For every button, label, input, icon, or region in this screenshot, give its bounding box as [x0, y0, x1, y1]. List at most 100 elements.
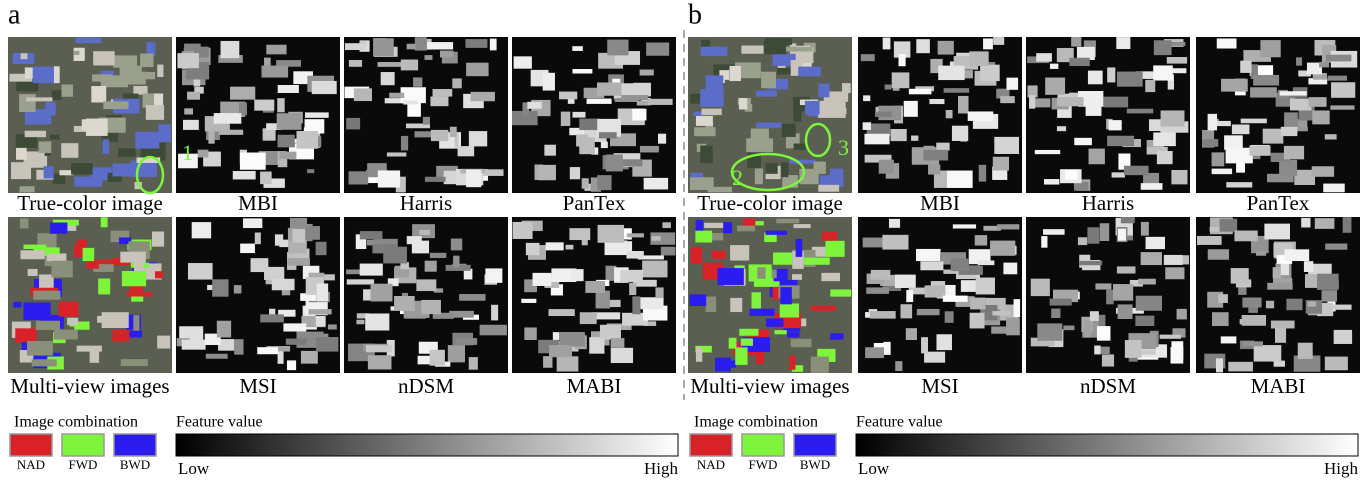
image-texture: [126, 292, 152, 296]
image-texture: [431, 130, 449, 141]
image-texture: [192, 222, 211, 238]
image-texture: [1116, 37, 1130, 49]
image-texture: [787, 332, 799, 337]
image-texture: [91, 86, 106, 102]
image-texture: [891, 129, 907, 141]
image-panel: [688, 217, 852, 373]
image-texture: [1242, 315, 1266, 326]
image-texture: [1254, 345, 1282, 361]
image-texture: [830, 289, 851, 296]
image-texture: [27, 341, 53, 356]
image-texture: [539, 165, 556, 180]
image-texture: [755, 168, 763, 184]
image-texture: [601, 142, 608, 149]
image-texture: [122, 271, 146, 286]
image-texture: [925, 285, 946, 297]
image-texture: [1118, 229, 1126, 241]
image-texture: [587, 99, 612, 104]
image-texture: [1069, 58, 1089, 66]
legend-swatch: [114, 434, 156, 456]
image-texture: [1301, 218, 1310, 228]
image-texture: [1118, 304, 1133, 319]
image-texture: [916, 249, 941, 261]
image-caption: PanTex: [563, 191, 626, 215]
image-texture: [301, 351, 318, 364]
image-texture: [712, 251, 726, 259]
image-texture: [946, 110, 953, 118]
image-texture: [632, 109, 646, 121]
image-texture: [1298, 343, 1313, 359]
image-texture: [774, 330, 786, 334]
image-texture: [1141, 183, 1163, 190]
image-texture: [427, 42, 453, 49]
image-texture: [1117, 72, 1143, 87]
image-texture: [90, 348, 99, 363]
image-texture: [889, 219, 900, 228]
image-texture: [533, 273, 552, 286]
image-texture: [609, 300, 620, 307]
image-texture: [1290, 98, 1311, 110]
image-texture: [1057, 97, 1084, 106]
image-texture: [739, 98, 747, 109]
image-texture: [1312, 166, 1334, 177]
image-texture: [1177, 309, 1187, 320]
image-texture: [345, 43, 366, 50]
image-texture: [278, 351, 284, 363]
image-texture: [371, 284, 393, 302]
image-panel: [858, 217, 1022, 373]
image-caption: Harris: [1082, 191, 1134, 215]
image-texture: [1232, 124, 1250, 134]
image-texture: [1138, 279, 1156, 285]
image-texture: [456, 338, 477, 345]
image-texture: [1242, 297, 1261, 307]
image-texture: [1167, 57, 1187, 64]
image-texture: [1220, 219, 1238, 232]
image-texture: [1113, 284, 1133, 301]
image-texture: [936, 143, 949, 151]
image-texture: [1280, 91, 1307, 95]
legend-swatch: [10, 434, 52, 456]
image-texture: [1322, 290, 1338, 301]
image-texture: [39, 141, 52, 153]
image-texture: [1041, 236, 1047, 248]
image-texture: [879, 160, 894, 174]
image-texture: [158, 124, 171, 142]
image-texture: [316, 316, 326, 326]
image-texture: [1079, 261, 1102, 265]
image-texture: [1328, 76, 1347, 81]
image-texture: [120, 66, 142, 83]
image-texture: [356, 320, 364, 325]
image-texture: [1141, 252, 1162, 265]
gradient-high: High: [644, 459, 679, 478]
image-texture: [491, 305, 498, 321]
image-texture: [1117, 266, 1136, 273]
image-texture: [61, 143, 78, 158]
image-texture: [544, 145, 556, 156]
image-texture: [416, 279, 436, 291]
image-texture: [1208, 114, 1217, 131]
image-texture: [50, 135, 60, 140]
image-texture: [287, 258, 310, 266]
image-texture: [401, 60, 418, 71]
image-texture: [292, 229, 305, 243]
image-texture: [1050, 299, 1072, 306]
image-texture: [452, 78, 461, 88]
image-texture: [830, 333, 843, 339]
image-panel: [8, 37, 172, 193]
image-caption: MBI: [920, 191, 960, 215]
legend-swatch: [794, 434, 836, 456]
image-texture: [1242, 341, 1263, 346]
image-texture: [21, 53, 28, 59]
image-texture: [766, 318, 784, 326]
image-texture: [1141, 222, 1149, 236]
image-texture: [700, 89, 723, 107]
image-texture: [469, 357, 478, 370]
image-texture: [1051, 309, 1060, 318]
image-texture: [421, 300, 441, 314]
image-texture: [251, 258, 269, 272]
image-texture: [994, 137, 1019, 154]
image-texture: [177, 53, 199, 68]
image-texture: [26, 97, 52, 101]
image-texture: [970, 313, 985, 329]
panel-label: a: [8, 0, 21, 30]
